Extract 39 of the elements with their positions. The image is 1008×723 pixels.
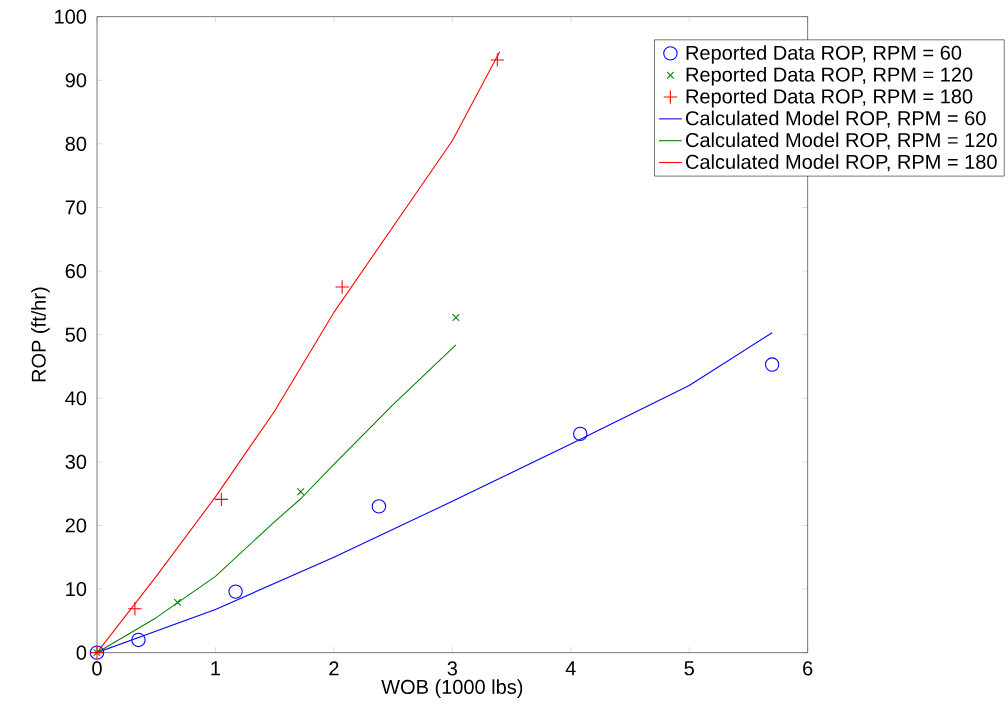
x-tick-label: 2 [329, 661, 339, 676]
x-axis-title: WOB (1000 lbs) [381, 679, 523, 699]
legend-label: Reported Data ROP, RPM = 60 [686, 45, 962, 64]
x-tick-label: 5 [684, 661, 694, 676]
y-tick-label: 0 [76, 645, 87, 660]
y-tick-label: 50 [65, 327, 87, 342]
point [573, 426, 588, 442]
x-tick-label: 3 [447, 661, 458, 676]
point [173, 598, 182, 607]
point [296, 488, 305, 496]
legend-label: Calculated Model ROP, RPM = 60 [686, 110, 986, 128]
point [214, 492, 229, 507]
y-tick-label: 10 [66, 582, 87, 597]
y-tick-label: 20 [65, 518, 87, 533]
x-tick-label: 1 [211, 661, 221, 676]
y-tick-label: 60 [65, 264, 87, 279]
y-tick-label: 40 [65, 391, 87, 406]
x-tick-label: 6 [803, 661, 813, 676]
y-axis-title: ROP (ft/hr) [31, 287, 50, 382]
line-series [97, 344, 457, 653]
x-tick-label: 0 [92, 661, 102, 676]
y-tick-label: 80 [65, 136, 87, 152]
point [127, 601, 143, 617]
x-tick-label: 4 [565, 661, 576, 676]
legend-label: Reported Data ROP, RPM = 120 [686, 67, 973, 86]
point [490, 52, 505, 68]
y-tick-label: 100 [55, 9, 87, 24]
legend-label: Reported Data ROP, RPM = 180 [686, 88, 973, 108]
point [452, 313, 460, 322]
y-tick-label: 30 [65, 454, 87, 470]
legend-label: Calculated Model ROP, RPM = 120 [686, 132, 997, 150]
point [131, 632, 146, 648]
point [764, 357, 780, 372]
y-tick-label: 70 [65, 200, 87, 215]
point [228, 584, 243, 599]
point [371, 499, 387, 514]
point [334, 279, 350, 295]
legend-label: Calculated Model ROP, RPM = 180 [686, 154, 997, 172]
y-tick-label: 90 [65, 73, 87, 88]
